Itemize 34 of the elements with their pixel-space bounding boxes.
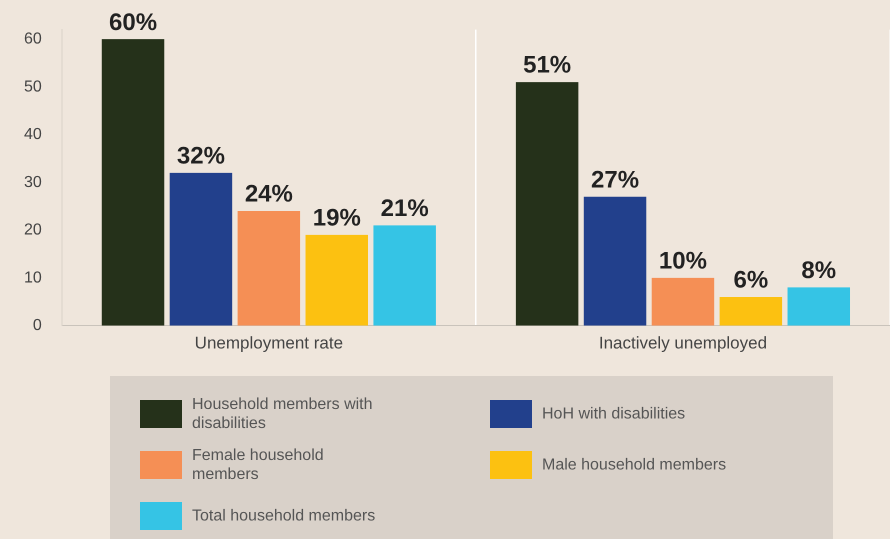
bar — [170, 172, 232, 326]
data-label: 10% — [658, 247, 707, 274]
legend-label: Household members with disabilities — [192, 396, 373, 432]
bar — [584, 196, 646, 326]
bar — [788, 287, 850, 326]
data-label: 6% — [734, 266, 768, 294]
bar — [306, 234, 368, 326]
legend-label: Total household members — [192, 507, 376, 524]
bar — [102, 39, 164, 326]
bar — [652, 278, 714, 326]
y-tick-label: 30 — [24, 174, 42, 191]
legend-label: HoH with disabilities — [542, 405, 686, 422]
y-tick-label: 50 — [24, 78, 42, 96]
data-label: 60% — [109, 8, 158, 36]
bar — [373, 225, 436, 326]
data-label: 32% — [176, 142, 225, 170]
y-tick-label: 20 — [24, 222, 42, 239]
data-label: 8% — [801, 257, 836, 284]
data-label: 19% — [312, 204, 361, 232]
legend-label: Male household members — [542, 456, 726, 474]
y-tick-label: 0 — [32, 317, 42, 334]
data-label: 51% — [523, 52, 572, 79]
bar — [238, 211, 300, 326]
x-tick-label: Unemployment rate — [194, 333, 344, 352]
y-tick-label: 40 — [24, 126, 42, 144]
data-label: 21% — [380, 194, 429, 222]
legend-label: Female household members — [192, 446, 324, 483]
data-label: 27% — [591, 166, 640, 194]
y-tick-label: 10 — [24, 269, 42, 286]
data-label: 24% — [244, 180, 293, 208]
bar — [720, 296, 782, 326]
bar — [516, 82, 578, 326]
x-tick-label: Inactively unemployed — [598, 333, 768, 352]
y-tick-label: 60 — [24, 30, 42, 48]
